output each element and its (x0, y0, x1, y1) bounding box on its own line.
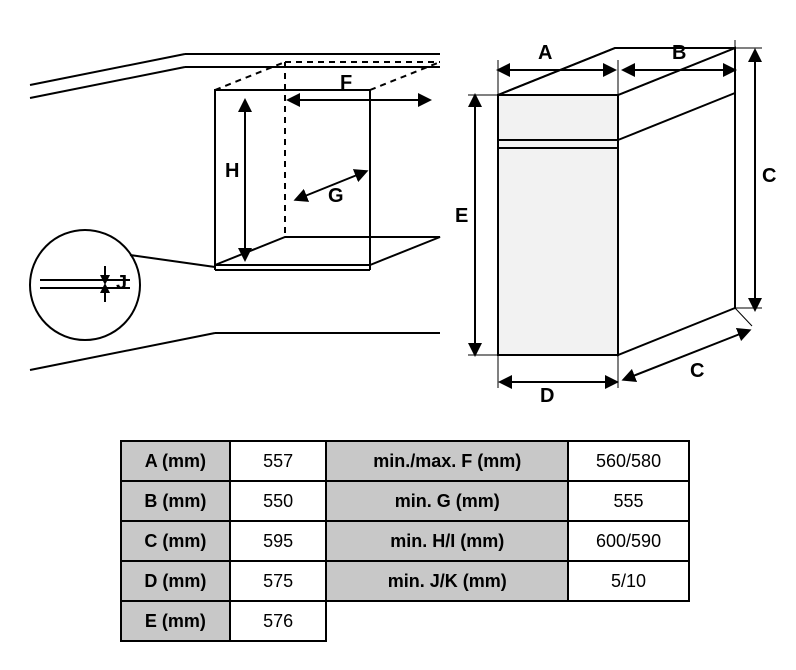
cell-value: 555 (568, 481, 689, 521)
cell-value: 600/590 (568, 521, 689, 561)
dim-table: A (mm) 557 min./max. F (mm) 560/580 B (m… (120, 440, 690, 642)
label-d: D (540, 385, 554, 408)
cell-label: A (mm) (121, 441, 230, 481)
cell-value: 575 (230, 561, 327, 601)
cell-value: 560/580 (568, 441, 689, 481)
cell-label: min./max. F (mm) (326, 441, 568, 481)
diagram-svg (30, 30, 766, 410)
cell-value: 557 (230, 441, 327, 481)
cell-label: B (mm) (121, 481, 230, 521)
label-h: H (225, 160, 239, 183)
cell-value: 550 (230, 481, 327, 521)
cell-value: 576 (230, 601, 327, 641)
cell-label: min. J/K (mm) (326, 561, 568, 601)
table-row: E (mm) 576 (121, 601, 689, 641)
cell-label: min. H/I (mm) (326, 521, 568, 561)
dimensions-table: A (mm) 557 min./max. F (mm) 560/580 B (m… (120, 440, 690, 642)
cell-label: C (mm) (121, 521, 230, 561)
label-f: F (340, 72, 352, 95)
label-g: G (328, 185, 344, 208)
label-b: B (672, 42, 686, 65)
label-c-bottom: C (690, 360, 704, 383)
table-row: C (mm) 595 min. H/I (mm) 600/590 (121, 521, 689, 561)
cell-label: D (mm) (121, 561, 230, 601)
label-c-right: C (762, 165, 776, 188)
table-row: A (mm) 557 min./max. F (mm) 560/580 (121, 441, 689, 481)
cell-value: 595 (230, 521, 327, 561)
dimension-diagram: F H G J A B E C D C (30, 30, 766, 410)
cell-label: E (mm) (121, 601, 230, 641)
oven-unit (468, 40, 762, 388)
label-j: J (116, 272, 127, 295)
table-row: D (mm) 575 min. J/K (mm) 5/10 (121, 561, 689, 601)
label-a: A (538, 42, 552, 65)
cabinet-cutout (30, 54, 440, 370)
table-row: B (mm) 550 min. G (mm) 555 (121, 481, 689, 521)
cell-label: min. G (mm) (326, 481, 568, 521)
cell-value: 5/10 (568, 561, 689, 601)
label-e: E (455, 205, 468, 228)
